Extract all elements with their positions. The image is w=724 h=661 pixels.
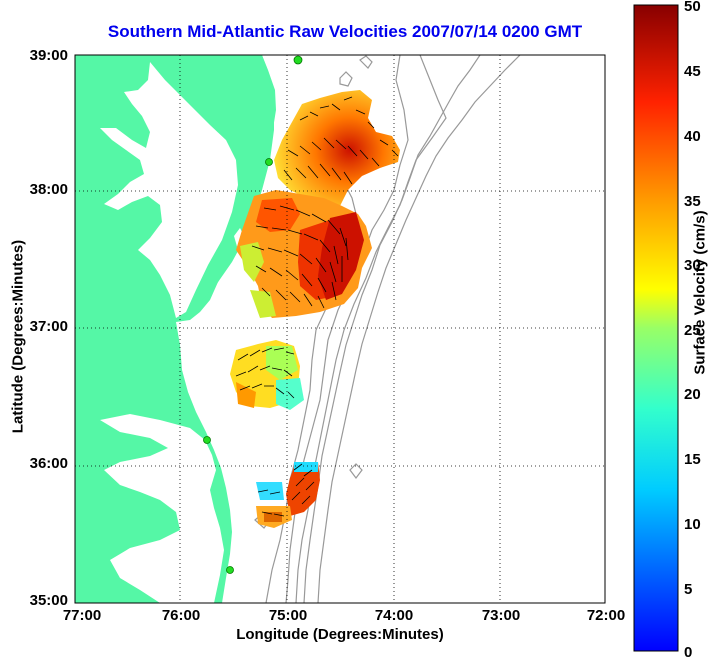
colorbar-tick-label: 10 bbox=[684, 516, 701, 533]
land-peninsula bbox=[150, 55, 274, 310]
x-tick-label: 73:00 bbox=[481, 607, 521, 624]
x-tick-label: 72:00 bbox=[586, 607, 626, 624]
velocity-field bbox=[230, 90, 400, 528]
colorbar-tick-label: 0 bbox=[684, 644, 693, 661]
x-tick-label: 74:00 bbox=[374, 607, 414, 624]
map-grid bbox=[75, 55, 605, 603]
y-tick-label: 35:00 bbox=[29, 592, 68, 609]
colorbar-tick-label: 5 bbox=[684, 581, 693, 598]
y-tick-label: 37:00 bbox=[29, 318, 68, 335]
y-tick-label: 38:00 bbox=[29, 181, 68, 198]
x-tick-label: 76:00 bbox=[161, 607, 201, 624]
x-tick-label: 77:00 bbox=[62, 607, 102, 624]
colorbar-tick-label: 40 bbox=[684, 128, 701, 145]
map-title: Southern Mid-Atlantic Raw Velocities 200… bbox=[107, 22, 583, 41]
x-axis-label: Longitude (Degrees:Minutes) bbox=[236, 626, 444, 643]
colorbar bbox=[633, 4, 679, 652]
y-tick-label: 39:00 bbox=[29, 47, 68, 64]
colorbar-tick-label: 50 bbox=[684, 0, 701, 15]
colorbar-tick-label: 45 bbox=[684, 63, 701, 80]
colorbar-tick-label: 30 bbox=[684, 257, 701, 274]
colorbar-tick-label: 20 bbox=[684, 386, 701, 403]
plot-frame bbox=[74, 54, 606, 604]
y-tick-label: 36:00 bbox=[29, 455, 68, 472]
colorbar-tick-label: 25 bbox=[684, 322, 701, 339]
station-markers bbox=[203, 55, 303, 574]
colorbar-tick-label: 35 bbox=[684, 193, 701, 210]
x-tick-label: 75:00 bbox=[268, 607, 308, 624]
velocity-vectors bbox=[235, 96, 399, 517]
water-sounds bbox=[100, 414, 224, 603]
colorbar-tick-label: 15 bbox=[684, 451, 701, 468]
water-chesapeake bbox=[100, 62, 238, 318]
